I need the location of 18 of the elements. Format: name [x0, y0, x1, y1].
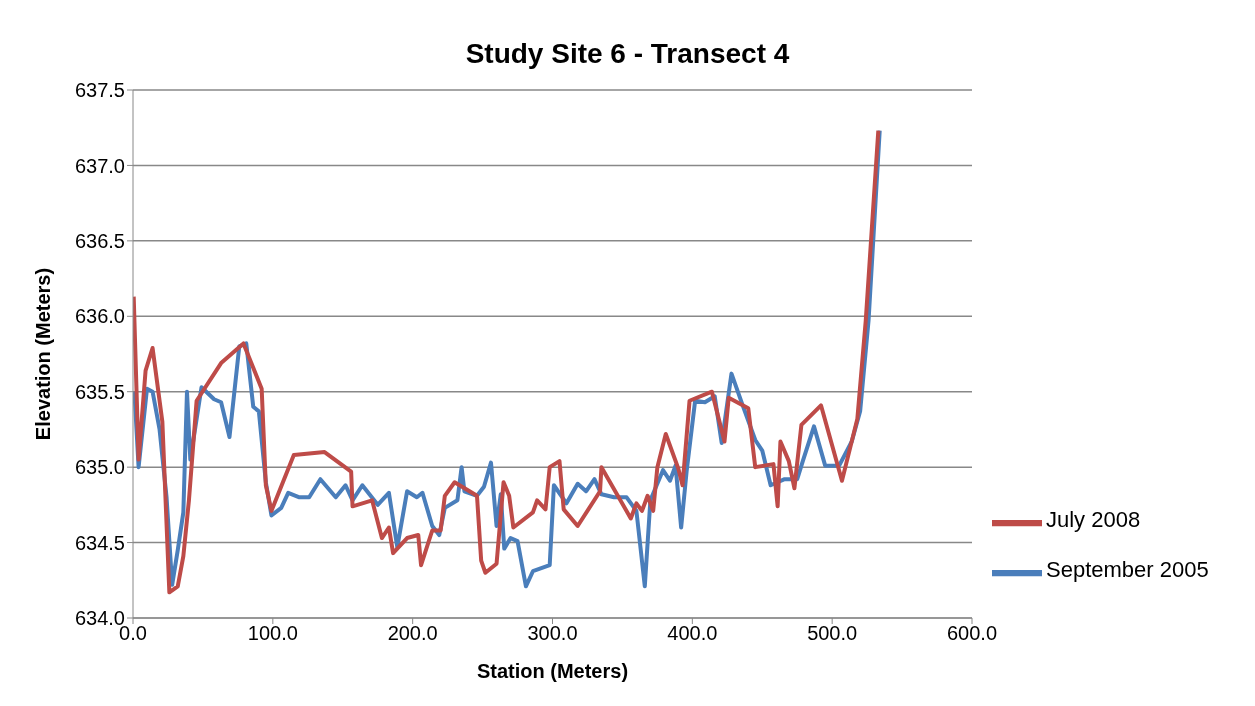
legend-label: July 2008 — [1046, 507, 1141, 533]
x-tick-label: 400.0 — [667, 622, 718, 645]
x-axis-title: Station (Meters) — [476, 660, 629, 682]
y-tick-label: 637.0 — [74, 154, 125, 177]
y-tick-label: 635.5 — [74, 380, 125, 403]
x-tick-label: 500.0 — [807, 622, 858, 645]
y-axis-title: Elevation (Meters) — [32, 267, 55, 441]
y-tick-label: 636.5 — [74, 229, 125, 252]
x-tick-label: 300.0 — [527, 622, 578, 645]
chart-title: Study Site 6 - Transect 4 — [464, 38, 791, 70]
y-tick-label: 635.0 — [74, 456, 125, 479]
legend-label: September 2005 — [1046, 557, 1209, 583]
x-tick-label: 100.0 — [247, 622, 298, 645]
y-tick-label: 636.0 — [74, 305, 125, 328]
x-tick-label: 200.0 — [387, 622, 438, 645]
y-tick-label: 634.5 — [74, 531, 125, 554]
y-tick-label: 637.5 — [74, 79, 125, 102]
x-tick-label: 600.0 — [946, 622, 998, 645]
